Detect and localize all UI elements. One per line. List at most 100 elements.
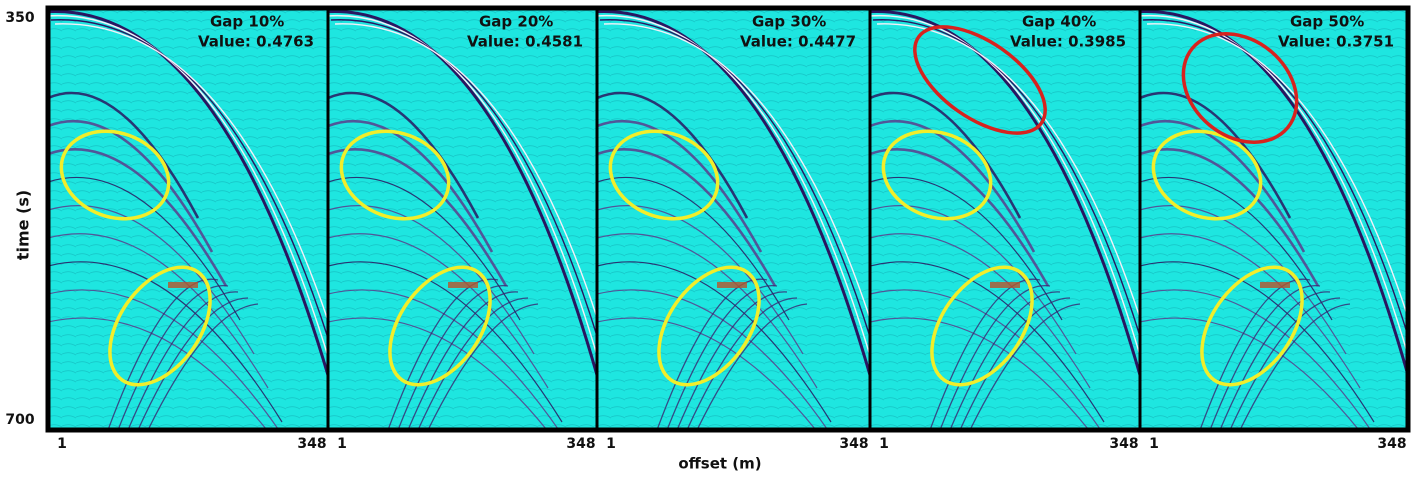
reflection [48,148,228,287]
reflection [597,91,749,219]
highlight-ellipse [339,129,451,221]
gap-label: Gap 50% [1290,13,1364,31]
reflection [328,176,521,321]
reflection [666,284,778,430]
reflection [328,148,508,287]
direct-arrival [328,10,597,376]
reflection [147,303,259,430]
direct-arrival [330,19,597,339]
reflection [870,91,1022,219]
highlight-ellipse [59,129,171,221]
x-tick-label: 1 [57,436,67,452]
seismic-panel: Gap 20% Value: 0.4581 [326,6,599,432]
reflection [870,233,1091,389]
highlight-ellipse [1181,32,1299,144]
panel-content [870,8,1140,430]
highlight-ellipse [930,265,1034,387]
reflection [328,119,494,253]
reflection [328,261,563,423]
direct-arrival [597,14,870,359]
highlight-ellipse [881,129,993,221]
hotspot [168,282,198,288]
direct-arrival [597,10,870,376]
direct-arrival [48,10,328,376]
x-tick-label: 348 [297,436,326,452]
reflection [597,261,832,423]
panel-content [48,8,328,430]
direct-arrival [870,14,1140,359]
reflection [597,205,804,355]
reflection [949,291,1061,430]
reflection [597,317,817,430]
reflection [870,119,1036,253]
reflection [597,119,763,253]
x-axis-label: offset (m) [678,455,761,473]
reflection [696,303,808,430]
panel-background [48,8,328,430]
reflection [1140,289,1372,430]
reflection [427,303,539,430]
direct-arrival [599,19,870,340]
direct-arrival [603,23,870,322]
seismic-panel: Gap 10% Value: 0.4763 [46,6,330,432]
reflection [48,176,241,321]
direct-arrival [50,19,328,341]
reflection [969,303,1081,430]
reflection [1140,261,1375,423]
highlight-ellipse [608,129,720,221]
x-tick-label: 1 [1149,436,1159,452]
reflection [137,297,249,430]
reflection [870,317,1090,430]
seismic-panel: Gap 40% Value: 0.3985 [868,6,1142,432]
direct-arrival [1142,19,1408,339]
gap-label: Gap 10% [210,13,284,31]
reflection [117,284,229,430]
reflection [870,148,1050,287]
reflection [328,289,560,430]
direct-arrival [1146,23,1408,320]
seismic-panel: Gap 30% Value: 0.4477 [595,6,872,432]
hotspot [717,282,747,288]
reflection [417,297,529,430]
reflection [328,233,549,389]
reflection [328,91,480,219]
reflection [328,317,548,430]
value-label: Value: 0.3985 [1010,33,1126,51]
reflection [686,297,798,430]
gap-label: Gap 20% [479,13,553,31]
panel-content [328,8,597,430]
direct-arrival [870,10,1140,376]
value-label: Value: 0.3751 [1278,33,1394,51]
direct-arrival [1140,14,1408,358]
reflection [407,291,519,430]
x-tick-label: 348 [839,436,868,452]
direct-arrival [872,19,1140,339]
hotspot [1260,282,1290,288]
reflection [127,291,239,430]
reflection [48,205,255,355]
x-tick-label: 1 [606,436,616,452]
panel-background [597,8,870,430]
highlight-ellipse [657,265,761,387]
value-label: Value: 0.4581 [467,33,583,51]
x-tick-label: 1 [879,436,889,452]
outer-border [45,5,1411,433]
reflection [939,284,1051,430]
y-tick-label: 700 [5,412,34,428]
reflection [597,176,790,321]
reflection [1219,291,1331,430]
reflection [1140,317,1360,430]
reflection [1239,303,1351,430]
reflection [1209,284,1321,430]
direct-arrival [334,23,597,321]
reflection [48,261,283,423]
hotspot [990,282,1020,288]
highlight-ellipse [1200,265,1304,387]
x-tick-label: 348 [566,436,595,452]
reflection [48,91,200,219]
direct-arrival [54,23,328,324]
reflection [1229,297,1341,430]
reflection [397,284,509,430]
reflection [870,176,1063,321]
y-axis-label: time (s) [14,190,33,260]
